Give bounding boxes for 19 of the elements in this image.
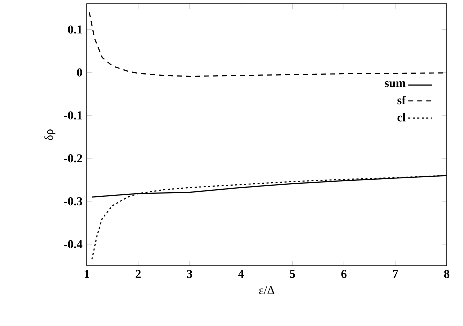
x-axis-title: ε/Δ xyxy=(259,286,275,295)
x-tick-label: 4 xyxy=(238,270,244,278)
x-tick-label: 2 xyxy=(136,270,141,278)
y-axis-title: δρ xyxy=(44,130,56,140)
legend-label: sum xyxy=(385,82,406,88)
y-tick-label: 0.1 xyxy=(68,26,82,34)
legend-label: cl xyxy=(398,113,406,122)
x-tick-label: 5 xyxy=(290,270,296,278)
y-tick-label: -0.1 xyxy=(64,112,82,120)
x-tick-label: 8 xyxy=(444,270,450,278)
x-tick-label: 1 xyxy=(84,270,90,278)
x-tick-label: 3 xyxy=(187,270,192,278)
x-tick-label: 7 xyxy=(393,270,398,278)
y-tick-label: -0.3 xyxy=(64,197,82,206)
y-tick-label: -0.4 xyxy=(64,240,83,249)
legend-label: sf xyxy=(398,96,406,105)
y-tick-label: 0 xyxy=(77,68,82,77)
x-tick-label: 6 xyxy=(342,270,347,278)
y-tick-label: -0.2 xyxy=(64,154,82,163)
